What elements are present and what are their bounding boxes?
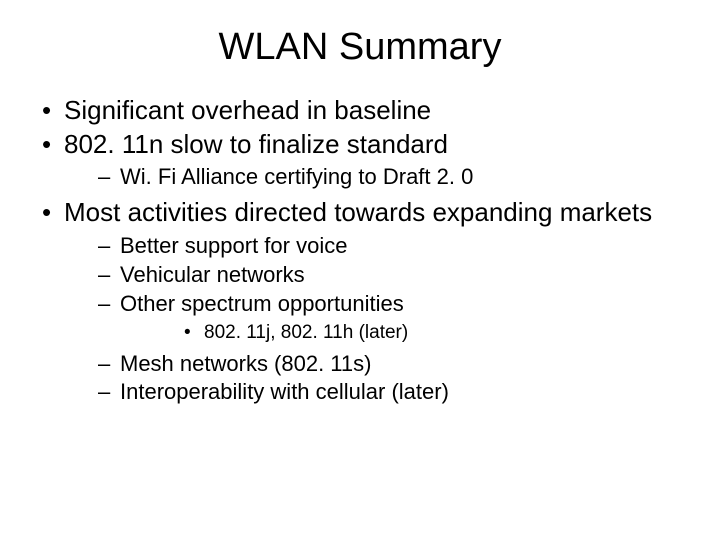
bullet-item: Wi. Fi Alliance certifying to Draft 2. 0 xyxy=(64,164,684,191)
bullet-list-level1: Significant overhead in baseline 802. 11… xyxy=(36,95,684,406)
bullet-list-level3: 802. 11j, 802. 11h (later) xyxy=(120,321,684,344)
bullet-item: Significant overhead in baseline xyxy=(36,95,684,127)
bullet-text: 802. 11n slow to finalize standard xyxy=(64,129,448,159)
bullet-item: 802. 11j, 802. 11h (later) xyxy=(120,321,684,344)
slide-title: WLAN Summary xyxy=(36,26,684,69)
slide: WLAN Summary Significant overhead in bas… xyxy=(0,0,720,540)
bullet-item: Other spectrum opportunities 802. 11j, 8… xyxy=(64,291,684,345)
bullet-text: Other spectrum opportunities xyxy=(120,291,404,316)
bullet-item: Vehicular networks xyxy=(64,262,684,289)
bullet-list-level2: Better support for voice Vehicular netwo… xyxy=(64,233,684,406)
bullet-item: Most activities directed towards expandi… xyxy=(36,197,684,406)
bullet-item: Mesh networks (802. 11s) xyxy=(64,351,684,378)
bullet-item: Interoperability with cellular (later) xyxy=(64,379,684,406)
bullet-item: Better support for voice xyxy=(64,233,684,260)
bullet-list-level2: Wi. Fi Alliance certifying to Draft 2. 0 xyxy=(64,164,684,191)
bullet-item: 802. 11n slow to finalize standard Wi. F… xyxy=(36,129,684,192)
bullet-text: Most activities directed towards expandi… xyxy=(64,197,652,227)
